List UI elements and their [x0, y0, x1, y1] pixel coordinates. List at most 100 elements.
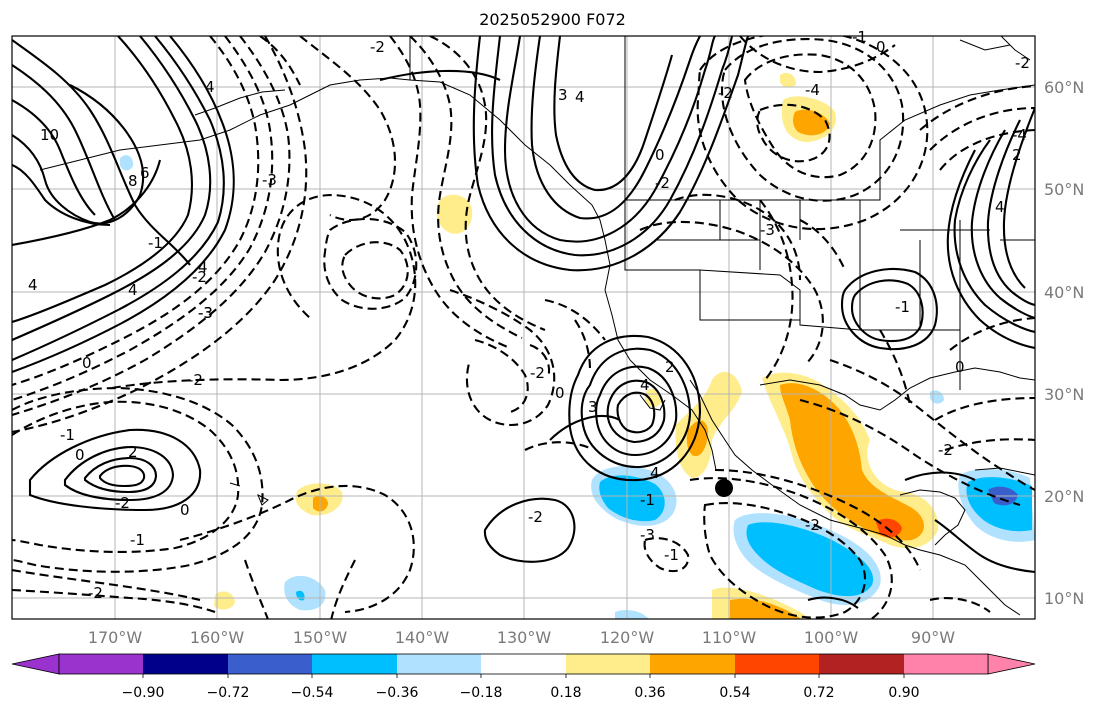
- colorbar-bin: [735, 654, 819, 674]
- contour-label: -2: [655, 174, 670, 192]
- lon-label: 150°W: [293, 628, 348, 647]
- contour-label: 0: [876, 38, 886, 56]
- lon-label: 170°W: [88, 628, 143, 647]
- contour-label: -3: [198, 304, 213, 322]
- lat-label: 40°N: [1044, 283, 1084, 302]
- contour-label: 6: [140, 164, 150, 182]
- contour-label: -1: [895, 298, 910, 316]
- contour-label: 10: [40, 126, 59, 144]
- lat-label: 10°N: [1044, 589, 1084, 608]
- contour-label: 4: [995, 198, 1005, 216]
- colorbar-tick-label: −0.36: [376, 685, 419, 701]
- contour-label: 2: [1012, 146, 1022, 164]
- lon-label: 100°W: [804, 628, 859, 647]
- contour-label: -2: [370, 38, 385, 56]
- negative-contours: [12, 36, 1035, 619]
- contour-label: 4: [650, 464, 660, 482]
- contour-label: -2: [192, 268, 207, 286]
- contour-label: -2: [528, 508, 543, 526]
- contour-label: -2: [188, 371, 203, 389]
- colorbar-bin: [143, 654, 228, 674]
- contour-label: 0: [180, 501, 190, 519]
- contour-label: -3: [640, 526, 655, 544]
- lat-label: 20°N: [1044, 487, 1084, 506]
- contour-label: -4: [805, 81, 820, 99]
- contour-labels: 10 6 8 4 4 4 0 -1 -2 -3 -3 -2 -2 -2 -1 0…: [28, 28, 1030, 602]
- colorbar-bin: [904, 654, 988, 674]
- lon-label: 110°W: [702, 628, 757, 647]
- coastlines: [39, 36, 1035, 616]
- contour-label: 0: [555, 384, 565, 402]
- colorbar-tick-label: 0.18: [550, 685, 581, 701]
- colorbar-over-arrow: [987, 653, 1036, 675]
- map-frame: [11, 35, 1036, 620]
- longitude-labels: 170°W 160°W 150°W 140°W 130°W 120°W 110°…: [88, 628, 955, 647]
- colorbar-tick-label: −0.18: [460, 685, 503, 701]
- zero-contours: [549, 415, 976, 481]
- contour-label: 3: [588, 398, 598, 416]
- contour-label: -2: [115, 494, 130, 512]
- colorbar-labels: −0.90 −0.72 −0.54 −0.36 −0.18 0.18 0.36 …: [122, 685, 920, 701]
- colorbar-tick-label: 0.90: [888, 685, 919, 701]
- contour-label: -2: [805, 516, 820, 534]
- lon-label: 140°W: [395, 628, 450, 647]
- colorbar-bin: [481, 654, 566, 674]
- contour-label: 0: [655, 146, 665, 164]
- colorbar-tick-label: 0.36: [634, 685, 665, 701]
- map-title: 2025052900 F072: [479, 10, 626, 29]
- contour-label: 0: [955, 358, 965, 376]
- colorbar-tick-label: −0.54: [291, 685, 334, 701]
- location-marker: [715, 479, 733, 497]
- contour-label: -1: [60, 426, 75, 444]
- contour-label: 4: [205, 78, 215, 96]
- lon-label: 90°W: [911, 628, 955, 647]
- colorbar-bin: [650, 654, 735, 674]
- contour-label: -1: [640, 491, 655, 509]
- colorbar-bin: [397, 654, 481, 674]
- colorbar-tick-label: 0.72: [803, 685, 834, 701]
- contour-label: 8: [128, 172, 138, 190]
- contour-label: -1: [852, 28, 867, 46]
- contour-label: 4: [575, 88, 585, 106]
- colorbar-tick-label: 0.54: [719, 685, 750, 701]
- contour-label: -3: [262, 171, 277, 189]
- contour-label: -1: [130, 531, 145, 549]
- contour-label: 4: [198, 258, 208, 276]
- contour-label: 4: [128, 281, 138, 299]
- colorbar-frame: [58, 653, 989, 675]
- lon-label: 160°W: [190, 628, 245, 647]
- colorbar-bin: [312, 654, 397, 674]
- colorbar-bin: [566, 654, 650, 674]
- colorbar-under-arrow: [11, 653, 60, 675]
- colorbar-bin: [819, 654, 904, 674]
- colorbar: [11, 653, 1036, 678]
- lon-label: 130°W: [497, 628, 552, 647]
- colorbar-tick-label: −0.72: [207, 685, 250, 701]
- lat-label: 60°N: [1044, 78, 1084, 97]
- lat-label: 30°N: [1044, 385, 1084, 404]
- contour-label: 0: [82, 354, 92, 372]
- contour-label: -1: [148, 234, 163, 252]
- contour-label: 0: [75, 446, 85, 464]
- contour-label: -2: [88, 584, 103, 602]
- contour-label: 4: [640, 376, 650, 394]
- contour-label: -2: [1015, 54, 1030, 72]
- contour-label: 4: [28, 276, 38, 294]
- colorbar-bin: [228, 654, 312, 674]
- colorbar-bin: [59, 654, 143, 674]
- colorbar-tick-label: −0.90: [122, 685, 165, 701]
- contour-label: -3: [760, 221, 775, 239]
- contour-label: -4: [1012, 126, 1027, 144]
- shaded-anomalies: [120, 72, 1035, 619]
- contour-label: 2: [665, 358, 675, 376]
- contour-label: 2: [128, 443, 138, 461]
- contour-label: -2: [530, 364, 545, 382]
- contour-label: -3: [198, 304, 213, 322]
- latitude-labels: 60°N 50°N 40°N 30°N 20°N 10°N: [1044, 78, 1084, 608]
- contour-label: -2: [718, 84, 733, 102]
- lon-label: 120°W: [600, 628, 655, 647]
- contour-label: 3: [558, 86, 568, 104]
- contour-label: -1: [664, 546, 679, 564]
- positive-contours: [12, 36, 1035, 609]
